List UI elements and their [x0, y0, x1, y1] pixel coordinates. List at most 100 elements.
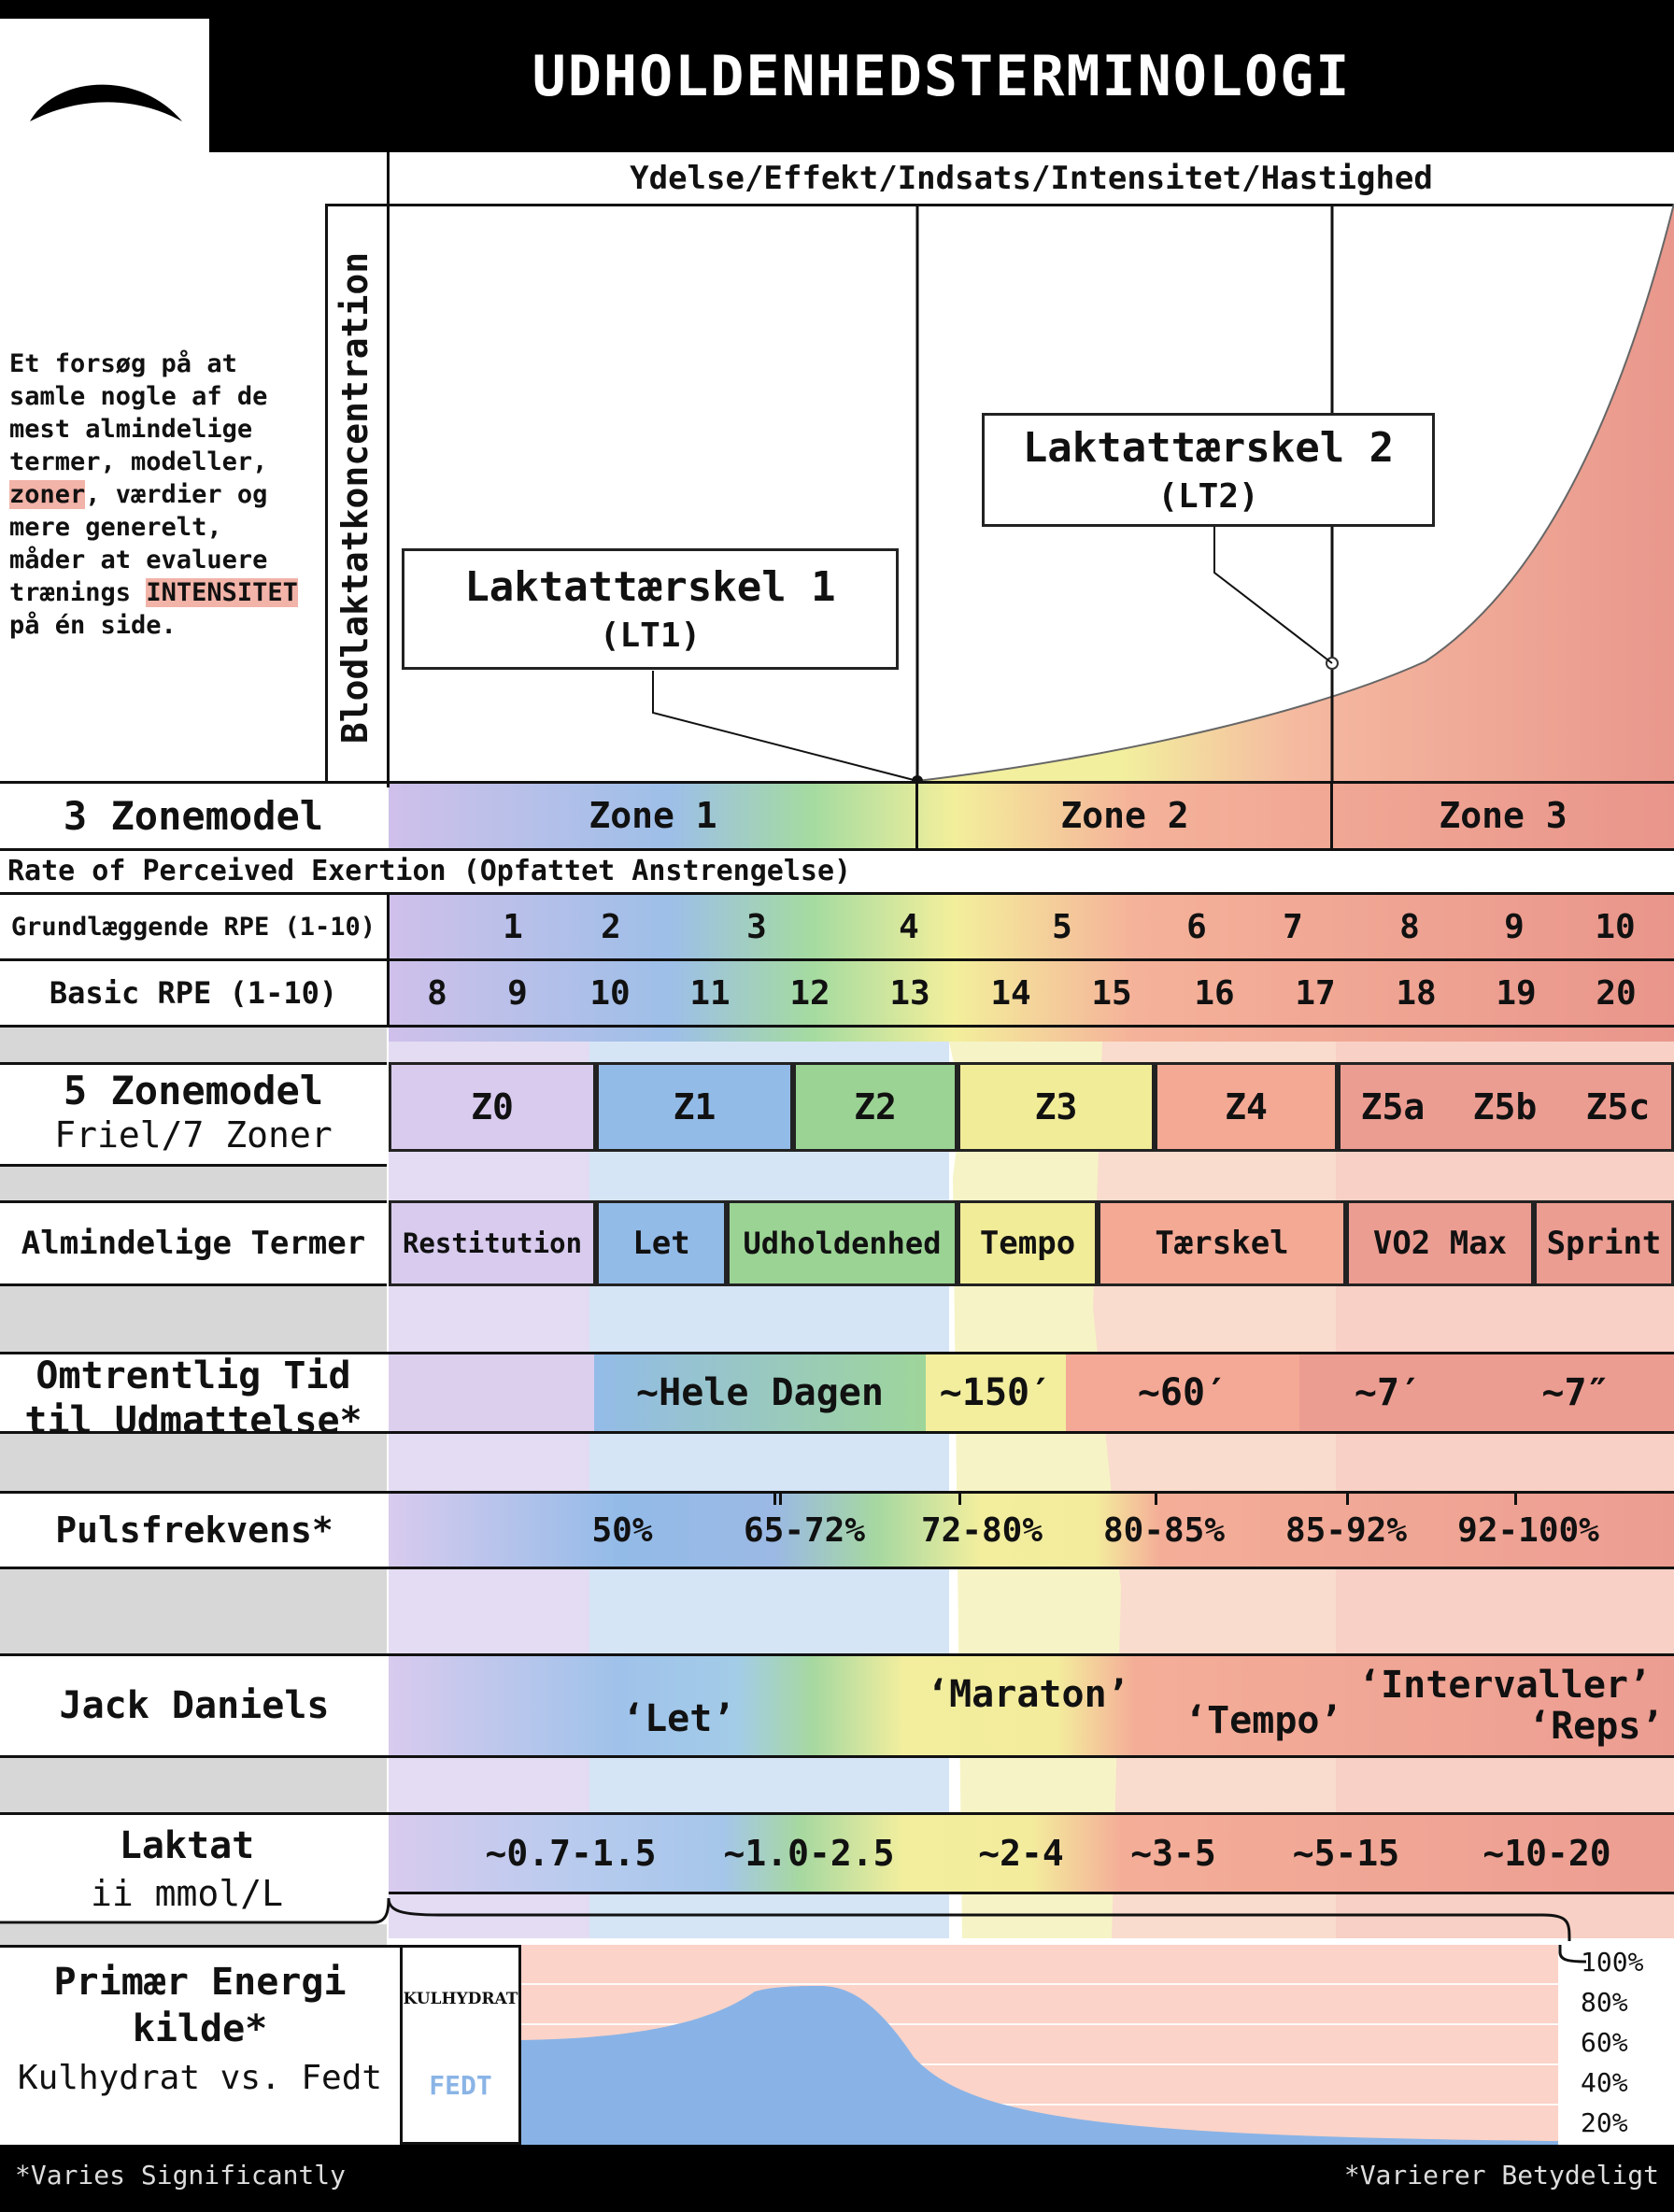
zone5-cell — [596, 1062, 793, 1152]
lactate-sub: ii mmol/L — [91, 1873, 283, 1914]
terms-vo2-max: VO2 Max — [1372, 1225, 1508, 1262]
highlight-zoner: zoner — [9, 480, 86, 509]
hr-tick — [773, 1494, 776, 1505]
rpe-basic-value: 1 — [503, 907, 523, 946]
hr-value: 72-80% — [920, 1510, 1043, 1550]
hr-tick — [958, 1494, 961, 1505]
lactate-row: ~0.7-1.5 ~1.0-2.5 ~2-4 ~3-5 ~5-15 ~10-20 — [389, 1812, 1674, 1894]
lt2-pointer — [1213, 526, 1333, 664]
lt1-callout: Laktattærskel 1 (LT1) — [402, 548, 899, 670]
lt2-abbr: (LT2) — [1157, 477, 1259, 516]
energy-label-1: Primær Energi — [53, 1961, 347, 2004]
pct-label: 60% — [1581, 2027, 1628, 2058]
header-bar — [0, 0, 1674, 152]
y-axis-label: Blodlaktatkoncentration — [334, 251, 376, 744]
hr-value: 92-100% — [1457, 1510, 1599, 1550]
terms-cell — [958, 1200, 1098, 1286]
daniels-maraton: ‘Maraton’ — [927, 1673, 1129, 1716]
lactate-value: ~3-5 — [1130, 1833, 1216, 1874]
rpe-borg-value: 9 — [507, 973, 528, 1013]
terms-cell — [1098, 1200, 1346, 1286]
ttx-cell-bg — [594, 1354, 926, 1431]
y-axis-box — [325, 204, 387, 783]
rpe-borg-value: 17 — [1295, 973, 1336, 1013]
terms-cell — [596, 1200, 727, 1286]
ttx-label-box — [0, 1352, 389, 1434]
ttx-label-2: til Udmattelse* — [24, 1399, 362, 1442]
ttx-value-7min: ~7′ — [1354, 1371, 1423, 1414]
energy-label-3: Kulhydrat vs. Fedt — [17, 2058, 383, 2097]
lt1-pointer — [652, 671, 918, 782]
intro-line: Et forsøg på at — [9, 349, 237, 378]
zone5-z2: Z2 — [854, 1086, 897, 1127]
energy-label-box — [0, 1945, 400, 2145]
rpe-borg-value: 12 — [789, 973, 830, 1013]
rpe-basic-value: 2 — [601, 907, 621, 946]
lactate-label-box — [0, 1812, 389, 1924]
zone5-label: 5 Zonemodel — [63, 1067, 324, 1113]
ttx-value-60: ~60′ — [1137, 1371, 1228, 1414]
footer-bar — [0, 2145, 1674, 2212]
pct-label: 80% — [1581, 1987, 1628, 2018]
terms-sprint: Sprint — [1546, 1225, 1662, 1262]
terms-udholdenhed: Udholdenhed — [743, 1226, 942, 1261]
intro-line: samle nogle af de — [9, 382, 268, 411]
intro-line: trænings INTENSITET — [9, 576, 327, 609]
energy-chart — [521, 1945, 1558, 2145]
zone3-label: 3 Zonemodel — [63, 792, 324, 839]
zone3-zone-1: Zone 1 — [589, 795, 717, 836]
zone5-cell — [1155, 1062, 1338, 1152]
terms-row: Restitution Let Udholdenhed Tempo Tærskel VO2… — [389, 1200, 1674, 1286]
rpe-basic-value: 7 — [1283, 907, 1303, 946]
ttx-value-7sec: ~7″ — [1541, 1371, 1610, 1414]
hr-tick — [1155, 1494, 1157, 1505]
hr-tick — [1514, 1494, 1517, 1505]
lactate-value: ~2-4 — [978, 1833, 1064, 1874]
page-title: UDHOLDENHEDSTERMINOLOGI — [532, 43, 1352, 109]
pct-label: 40% — [1581, 2067, 1628, 2098]
intro-line: måder at evaluere — [9, 546, 268, 574]
intro-fragment: , værdier og — [85, 480, 268, 509]
rpe-borg-values: 8 9 10 11 12 13 14 15 16 17 18 19 20 — [389, 961, 1674, 1025]
lactate-line — [916, 204, 1674, 782]
hr-value: 80-85% — [1102, 1510, 1226, 1550]
zone5-cell — [389, 1062, 596, 1152]
lactate-label: Laktat — [119, 1824, 255, 1867]
pct-axis-bracket — [1558, 1945, 1587, 1964]
rpe-header: Rate of Perceived Exertion (Opfattet Ans… — [7, 855, 852, 887]
rpe-basic-value: 3 — [746, 907, 767, 946]
ttx-value-150: ~150′ — [939, 1371, 1053, 1414]
ttx-label-1: Omtrentlig Tid — [35, 1354, 351, 1397]
zone5-z0: Z0 — [471, 1086, 514, 1127]
hr-value: 50% — [591, 1510, 653, 1550]
rpe-basic-value: 5 — [1052, 907, 1072, 946]
footer-note-left: *Varies Significantly — [15, 2160, 347, 2191]
rpe-basic-value: 6 — [1186, 907, 1207, 946]
intro-line: termer, modeller, — [9, 447, 268, 476]
rpe-basic-value: 4 — [899, 907, 919, 946]
intro-line: på én side. — [9, 611, 177, 640]
zone3-zone-2: Zone 2 — [1060, 795, 1189, 836]
ttx-cell-bg — [1066, 1354, 1299, 1431]
energy-label-2: kilde* — [132, 2007, 268, 2050]
rpe-basic-value: 10 — [1595, 907, 1636, 946]
footer-note-right: *Varierer Betydeligt — [1343, 2160, 1659, 2191]
hr-value: 65-72% — [743, 1510, 866, 1550]
rpe-borg-value: 13 — [889, 973, 930, 1013]
rpe-borg-value: 15 — [1091, 973, 1132, 1013]
rpe-borg-value: 10 — [589, 973, 631, 1013]
terms-tærskel: Tærskel — [1155, 1225, 1289, 1262]
terms-let: Let — [632, 1225, 690, 1262]
daniels-label: Jack Daniels — [0, 1653, 389, 1758]
x-axis-label: Ydelse/Effekt/Indsats/Intensitet/Hastigh… — [630, 159, 1433, 197]
rpe-borg-value: 14 — [990, 973, 1031, 1013]
zone5-row: Z0 Z1 Z2 Z3 Z4 Z5a Z5b Z5c — [389, 1062, 1674, 1152]
zone5-cell — [958, 1062, 1155, 1152]
ttx-cell-bg — [389, 1354, 594, 1431]
rpe-borg-label: Basic RPE (1-10) — [0, 961, 387, 1025]
ttx-cell-bg — [926, 1354, 1066, 1431]
intro-text: Et forsøg på at samle nogle af de mest a… — [9, 347, 327, 642]
lt2-name: Laktattærskel 2 — [1022, 424, 1395, 472]
rpe-borg-value: 16 — [1194, 973, 1235, 1013]
terms-restitution: Restitution — [402, 1227, 583, 1259]
